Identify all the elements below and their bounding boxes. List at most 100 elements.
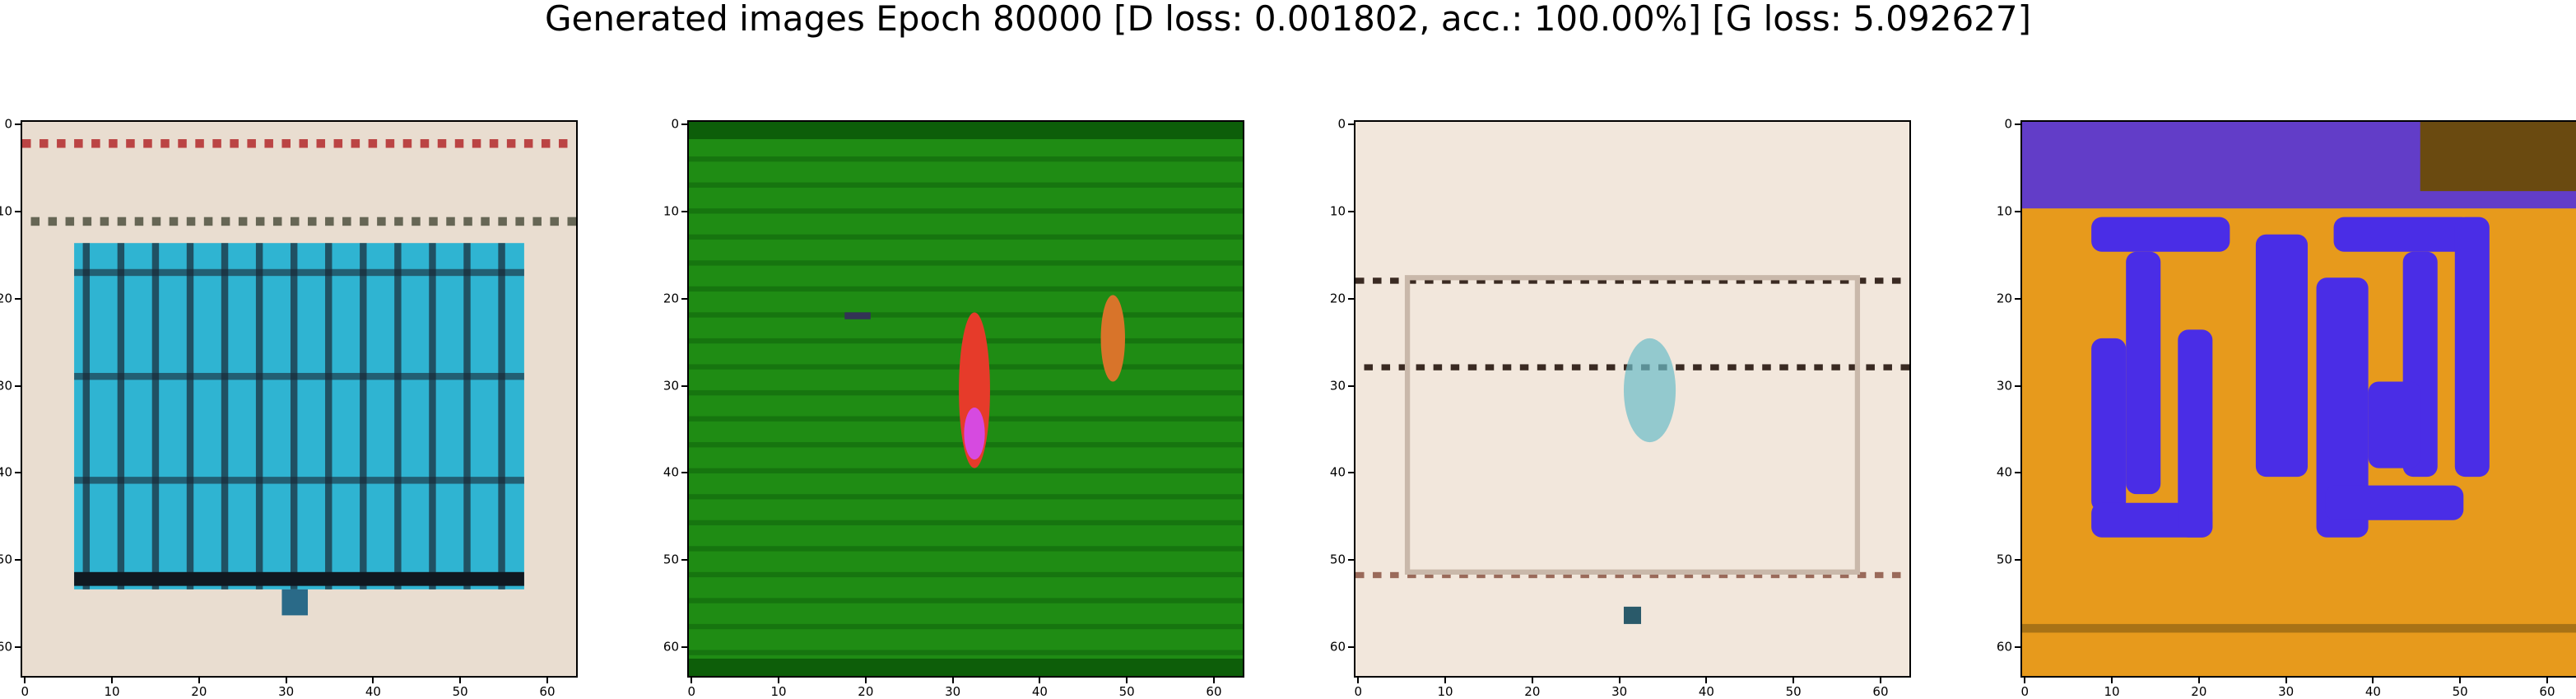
y-tick-label: 60 (0, 639, 12, 655)
x-tick-label: 20 (1524, 684, 1541, 699)
x-tick-label: 50 (1118, 684, 1135, 699)
y-tick-label: 0 (671, 116, 679, 132)
x-tick-label: 0 (21, 684, 30, 699)
x-tick-mark (2111, 678, 2113, 683)
x-tick-mark (285, 678, 287, 683)
y-tick-mark (1348, 559, 1354, 562)
maze-segment (2091, 338, 2127, 512)
x-tick-label: 20 (858, 684, 874, 699)
x-tick-label: 60 (539, 684, 556, 699)
x-tick-mark (1793, 678, 1795, 683)
y-tick-mark (15, 297, 21, 300)
generated-image-2 (687, 120, 1244, 678)
y-tick-label: 50 (1996, 552, 2012, 567)
y-tick-label: 30 (0, 378, 12, 394)
x-tick-label: 30 (1611, 684, 1628, 699)
x-tick-mark (2024, 678, 2026, 683)
x-tick-mark (2285, 678, 2287, 683)
y-tick-label: 20 (1996, 291, 2012, 306)
y-tick-label: 60 (1329, 639, 1346, 655)
x-tick-mark (24, 678, 26, 683)
y-tick-mark (1348, 472, 1354, 474)
y-tick-label: 30 (1329, 378, 1346, 394)
y-tick-mark (15, 123, 21, 126)
y-tick-mark (681, 384, 687, 387)
x-tick-label: 40 (365, 684, 381, 699)
y-tick-mark (2015, 297, 2020, 300)
y-tick-label: 50 (0, 552, 12, 567)
maze-segment (2316, 277, 2369, 538)
y-tick-label: 60 (1996, 639, 2012, 655)
x-tick-mark (459, 678, 462, 683)
y-tick-label: 60 (663, 639, 679, 655)
x-tick-mark (1126, 678, 1128, 683)
y-tick-mark (15, 559, 21, 562)
y-tick-label: 10 (663, 203, 679, 219)
y-tick-mark (681, 472, 687, 474)
maze-segment (2368, 381, 2420, 468)
x-tick-mark (2459, 678, 2462, 683)
x-tick-label: 60 (1206, 684, 1222, 699)
x-tick-mark (1531, 678, 1533, 683)
y-tick-label: 0 (1337, 116, 1346, 132)
x-tick-label: 60 (1872, 684, 1889, 699)
y-tick-mark (681, 297, 687, 300)
y-tick-mark (1348, 645, 1354, 648)
x-tick-mark (690, 678, 693, 683)
x-tick-mark (198, 678, 200, 683)
x-tick-mark (1444, 678, 1447, 683)
y-tick-mark (681, 123, 687, 126)
x-tick-label: 30 (278, 684, 295, 699)
x-tick-mark (2546, 678, 2548, 683)
x-tick-label: 30 (945, 684, 961, 699)
y-tick-mark (2015, 384, 2020, 387)
y-tick-mark (1348, 123, 1354, 126)
y-tick-label: 20 (1329, 291, 1346, 306)
x-tick-mark (1618, 678, 1620, 683)
x-tick-label: 20 (191, 684, 207, 699)
generated-image-3 (1354, 120, 1911, 678)
x-tick-label: 30 (2278, 684, 2295, 699)
maze-segment (2333, 217, 2472, 252)
x-tick-label: 40 (2364, 684, 2381, 699)
y-tick-mark (1348, 297, 1354, 300)
y-tick-mark (681, 645, 687, 648)
y-tick-mark (2015, 211, 2020, 213)
x-tick-mark (778, 678, 780, 683)
y-tick-mark (15, 472, 21, 474)
y-tick-label: 30 (663, 378, 679, 394)
y-tick-label: 40 (663, 464, 679, 480)
y-tick-mark (681, 559, 687, 562)
y-tick-mark (681, 211, 687, 213)
y-tick-mark (1348, 384, 1354, 387)
x-tick-label: 40 (1031, 684, 1048, 699)
maze-segment (2178, 329, 2213, 538)
generated-image-4 (2020, 120, 2576, 678)
maze-segment (2091, 217, 2230, 252)
y-tick-label: 40 (0, 464, 12, 480)
generated-image-4-pixels (2022, 122, 2576, 676)
x-tick-mark (951, 678, 954, 683)
x-tick-label: 10 (770, 684, 787, 699)
y-tick-label: 10 (1996, 203, 2012, 219)
y-tick-mark (1348, 211, 1354, 213)
maze-segment (2126, 251, 2161, 495)
y-tick-mark (2015, 123, 2020, 126)
generated-image-3-pixels (1355, 122, 1909, 676)
y-tick-label: 30 (1996, 378, 2012, 394)
y-tick-label: 40 (1996, 464, 2012, 480)
x-tick-label: 10 (104, 684, 120, 699)
x-tick-mark (864, 678, 867, 683)
maze-segment (2255, 234, 2309, 478)
y-tick-label: 0 (2004, 116, 2012, 132)
x-tick-mark (1212, 678, 1215, 683)
y-tick-label: 0 (4, 116, 12, 132)
y-tick-mark (2015, 645, 2020, 648)
y-tick-label: 50 (1329, 552, 1346, 567)
x-tick-mark (546, 678, 548, 683)
y-tick-label: 10 (0, 203, 12, 219)
x-tick-mark (111, 678, 114, 683)
maze-segment (2454, 217, 2490, 478)
x-tick-label: 50 (452, 684, 468, 699)
x-tick-label: 10 (2104, 684, 2120, 699)
